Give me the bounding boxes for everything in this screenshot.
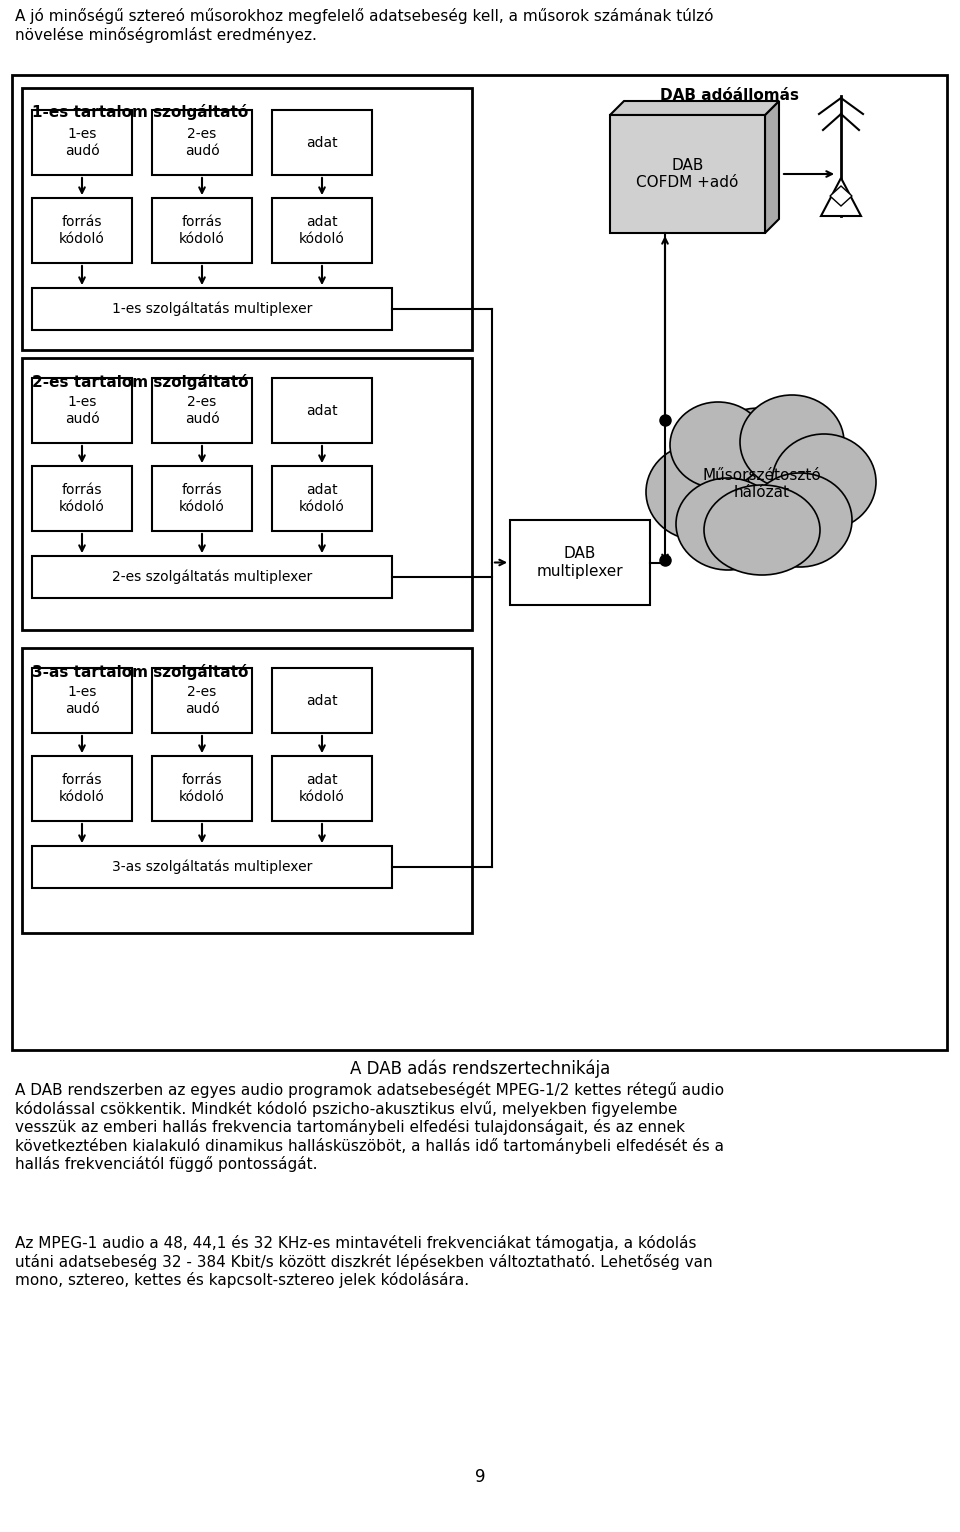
Ellipse shape — [646, 444, 750, 539]
Text: 1-es
audó: 1-es audó — [64, 395, 100, 426]
Text: 3-as szolgáltatás multiplexer: 3-as szolgáltatás multiplexer — [111, 859, 312, 875]
Text: DAB adóállomás: DAB adóállomás — [660, 87, 800, 103]
Ellipse shape — [748, 473, 852, 567]
Bar — [32, 198, 132, 264]
Bar — [32, 288, 392, 329]
Text: forrás
kódoló: forrás kódoló — [180, 484, 225, 513]
Ellipse shape — [740, 395, 844, 489]
Bar — [152, 110, 252, 175]
Bar — [272, 755, 372, 821]
Bar — [22, 87, 472, 349]
Bar — [32, 668, 132, 732]
Polygon shape — [610, 101, 779, 115]
Bar — [152, 378, 252, 443]
Text: adat: adat — [306, 135, 338, 150]
Text: adat: adat — [306, 403, 338, 418]
Bar — [152, 466, 252, 532]
Bar — [22, 648, 472, 933]
Bar — [32, 378, 132, 443]
Bar — [12, 75, 947, 1049]
Text: A DAB rendszerben az egyes audio programok adatsebeségét MPEG-1/2 kettes rétegű : A DAB rendszerben az egyes audio program… — [15, 1082, 724, 1172]
Bar — [272, 378, 372, 443]
Text: 3-as tartalom szolgáltató: 3-as tartalom szolgáltató — [32, 663, 249, 680]
Text: 1-es
audó: 1-es audó — [64, 685, 100, 715]
Bar — [152, 668, 252, 732]
Text: forrás
kódoló: forrás kódoló — [60, 774, 105, 804]
Text: forrás
kódoló: forrás kódoló — [60, 216, 105, 245]
Bar — [32, 466, 132, 532]
Text: 1-es
audó: 1-es audó — [64, 127, 100, 158]
Bar — [152, 755, 252, 821]
Bar — [32, 110, 132, 175]
Bar — [32, 755, 132, 821]
Text: Műsorszétosztó
hálózat: Műsorszétosztó hálózat — [703, 467, 822, 501]
Bar — [32, 556, 392, 597]
Text: 2-es
audó: 2-es audó — [184, 395, 220, 426]
Text: 2-es tartalom szolgáltató: 2-es tartalom szolgáltató — [32, 374, 249, 391]
Text: adat
kódoló: adat kódoló — [300, 774, 345, 804]
Bar — [272, 110, 372, 175]
Text: 2-es szolgáltatás multiplexer: 2-es szolgáltatás multiplexer — [112, 570, 312, 584]
Bar — [32, 846, 392, 889]
Text: A jó minőségű sztereó műsorokhoz megfelelő adatsebeség kell, a műsorok számának : A jó minőségű sztereó műsorokhoz megfele… — [15, 8, 713, 43]
Ellipse shape — [704, 486, 820, 574]
Text: adat: adat — [306, 694, 338, 708]
Text: 9: 9 — [475, 1468, 485, 1486]
Bar — [610, 115, 765, 233]
Text: DAB
multiplexer: DAB multiplexer — [537, 547, 623, 579]
Text: forrás
kódoló: forrás kódoló — [180, 216, 225, 245]
Ellipse shape — [692, 408, 828, 529]
Polygon shape — [830, 185, 852, 205]
Text: DAB
COFDM +adó: DAB COFDM +adó — [636, 158, 738, 190]
Text: Az MPEG-1 audio a 48, 44,1 és 32 KHz-es mintavételi frekvenciákat támogatja, a k: Az MPEG-1 audio a 48, 44,1 és 32 KHz-es … — [15, 1235, 712, 1288]
Ellipse shape — [676, 478, 780, 570]
Text: forrás
kódoló: forrás kódoló — [60, 484, 105, 513]
Text: adat
kódoló: adat kódoló — [300, 484, 345, 513]
Text: A DAB adás rendszertechnikája: A DAB adás rendszertechnikája — [349, 1060, 611, 1079]
Ellipse shape — [670, 401, 766, 489]
Bar — [272, 668, 372, 732]
Polygon shape — [765, 101, 779, 233]
Bar — [152, 198, 252, 264]
Bar — [272, 198, 372, 264]
Ellipse shape — [772, 434, 876, 530]
Text: forrás
kódoló: forrás kódoló — [180, 774, 225, 804]
Text: 2-es
audó: 2-es audó — [184, 685, 220, 715]
Bar — [510, 519, 650, 605]
Text: 1-es szolgáltatás multiplexer: 1-es szolgáltatás multiplexer — [111, 302, 312, 316]
Text: 2-es
audó: 2-es audó — [184, 127, 220, 158]
Text: adat
kódoló: adat kódoló — [300, 216, 345, 245]
Bar — [272, 466, 372, 532]
Text: 1-es tartalom szolgáltató: 1-es tartalom szolgáltató — [32, 104, 249, 119]
Bar — [22, 358, 472, 630]
Polygon shape — [821, 178, 861, 216]
